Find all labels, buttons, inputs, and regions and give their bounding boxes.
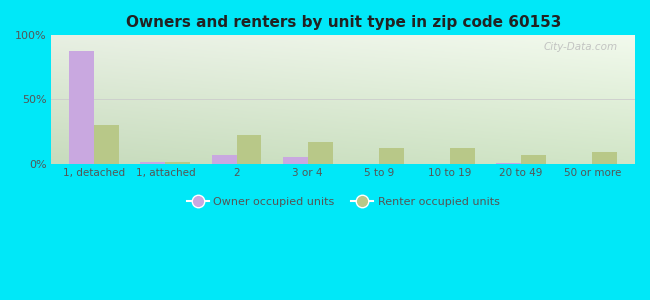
Bar xyxy=(140,162,165,164)
Legend: Owner occupied units, Renter occupied units: Owner occupied units, Renter occupied un… xyxy=(182,193,504,212)
Bar xyxy=(212,154,237,164)
Title: Owners and renters by unit type in zip code 60153: Owners and renters by unit type in zip c… xyxy=(125,15,561,30)
Bar xyxy=(307,142,333,164)
Bar xyxy=(521,154,546,164)
Bar xyxy=(592,152,617,164)
Bar xyxy=(496,163,521,164)
Bar xyxy=(94,125,119,164)
Bar xyxy=(379,148,404,164)
Bar xyxy=(237,135,261,164)
Bar xyxy=(450,148,475,164)
Bar xyxy=(70,51,94,164)
Bar xyxy=(165,162,190,164)
Text: City-Data.com: City-Data.com xyxy=(543,42,618,52)
Bar xyxy=(283,157,307,164)
